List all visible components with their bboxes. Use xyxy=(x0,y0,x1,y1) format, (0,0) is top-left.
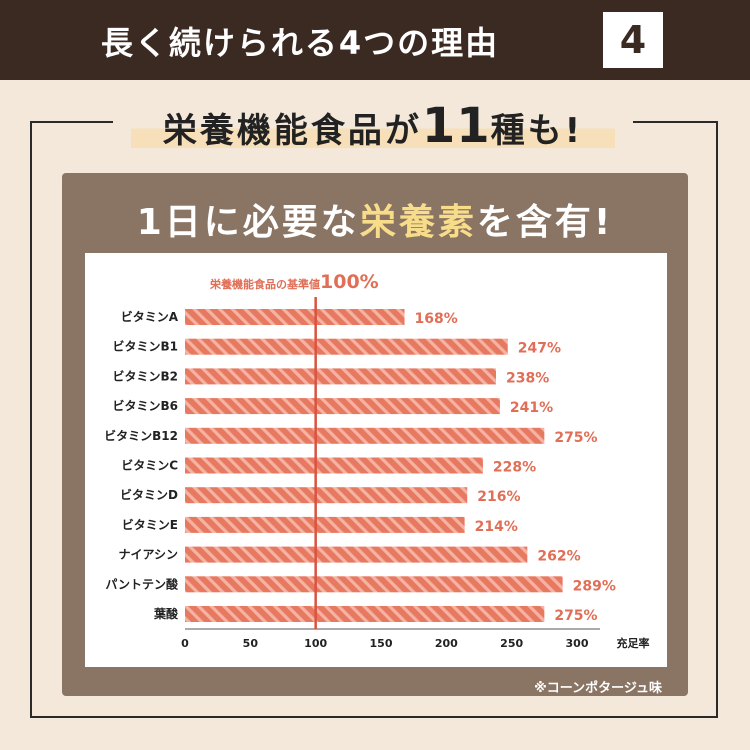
value-label: 289% xyxy=(573,578,616,594)
reference-label-prefix: 栄養機能食品の基準値 xyxy=(209,277,320,291)
value-label: 262% xyxy=(537,549,580,565)
category-label: ビタミンB2 xyxy=(113,368,179,383)
bar xyxy=(185,338,508,355)
header-bar: 長く続けられる4つの理由 4 xyxy=(0,0,750,80)
value-label: 241% xyxy=(510,400,553,416)
x-tick-label: 100 xyxy=(304,637,327,650)
header-number-badge: 4 xyxy=(603,12,663,68)
value-label: 238% xyxy=(506,370,549,386)
bar xyxy=(185,606,545,622)
bar xyxy=(185,309,405,325)
x-tick-label: 0 xyxy=(181,637,189,650)
category-label: ビタミンB1 xyxy=(113,339,179,354)
header-title: 長く続けられる4つの理由 xyxy=(100,24,500,62)
panel-title: 1日に必要な栄養素を含有! xyxy=(62,193,688,245)
category-label: ナイアシン xyxy=(118,548,178,562)
category-label: ビタミンB12 xyxy=(104,428,178,443)
bar xyxy=(185,427,545,444)
headline: 栄養機能食品が11種も! xyxy=(131,100,615,152)
category-label: ビタミンA xyxy=(121,309,179,324)
value-label: 247% xyxy=(518,341,561,357)
chart-card: 栄養機能食品の基準値100% ビタミンA 168% ビタミンB1 247% ビタミンB2… xyxy=(85,253,667,667)
reference-line-label: 栄養機能食品の基準値100% xyxy=(209,271,379,293)
value-label: 275% xyxy=(554,608,597,624)
x-tick-label: 300 xyxy=(566,637,589,650)
headline-count: 11 xyxy=(421,98,491,154)
category-label: ビタミンB6 xyxy=(113,398,179,413)
bar xyxy=(185,546,528,563)
flavor-note: ※コーンポタージュ味 xyxy=(534,681,662,696)
value-label: 275% xyxy=(554,430,597,446)
headline-suffix: 種も! xyxy=(490,111,584,151)
x-axis-label: 充足率 xyxy=(617,636,650,650)
panel-title-part2: を含有! xyxy=(476,202,614,243)
panel-title-part1: 1日に必要な xyxy=(136,202,360,243)
value-label: 228% xyxy=(493,460,536,476)
x-tick-label: 200 xyxy=(435,637,458,650)
category-label: 葉酸 xyxy=(153,606,179,621)
value-label: 168% xyxy=(415,311,458,327)
bar-chart: 栄養機能食品の基準値100% ビタミンA 168% ビタミンB1 247% ビタミンB2… xyxy=(104,271,650,650)
bar xyxy=(185,368,496,385)
panel-title-highlight: 栄養素 xyxy=(359,202,477,243)
bar xyxy=(185,576,563,593)
x-tick-label: 250 xyxy=(500,637,523,650)
category-label: ビタミンD xyxy=(120,487,178,502)
bar xyxy=(185,487,468,504)
headline-wrap: 栄養機能食品が11種も! xyxy=(113,92,633,162)
reference-label-value: 100% xyxy=(320,271,379,293)
x-tick-label: 150 xyxy=(370,637,393,650)
bar xyxy=(185,516,465,533)
x-tick-label: 50 xyxy=(243,637,259,650)
category-label: ビタミンC xyxy=(121,458,178,473)
bar xyxy=(185,398,500,415)
value-label: 214% xyxy=(475,519,518,535)
category-label: ビタミンE xyxy=(122,517,178,532)
category-label: パントテン酸 xyxy=(105,576,179,591)
bar xyxy=(185,457,483,474)
value-label: 216% xyxy=(477,489,520,505)
headline-prefix: 栄養機能食品が xyxy=(162,111,422,151)
